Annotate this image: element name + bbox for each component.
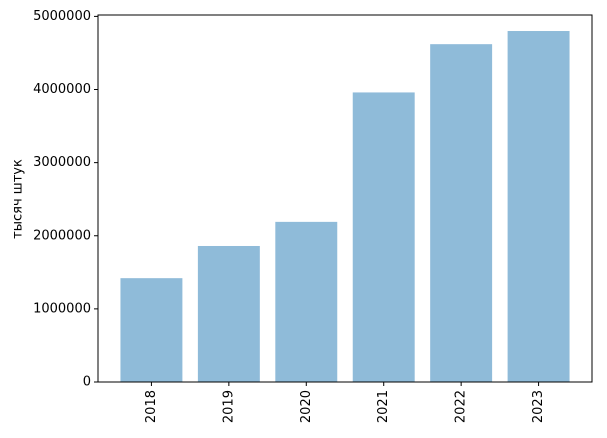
- plot-frame: [97, 14, 593, 383]
- y-tick-label: 0: [83, 375, 91, 390]
- y-tick-label: 1000000: [33, 301, 91, 316]
- y-tick-label: 3000000: [33, 155, 91, 170]
- y-axis-label: тысяч штук: [11, 159, 26, 239]
- x-tick-label: 2021: [376, 390, 391, 423]
- x-tick-label: 2020: [299, 390, 314, 423]
- y-tick-label: 5000000: [33, 9, 91, 24]
- x-tick-label: 2022: [454, 390, 469, 423]
- x-tick-label: 2018: [144, 390, 159, 423]
- y-tick-label: 4000000: [33, 82, 91, 97]
- bar: [352, 92, 415, 382]
- y-tick-label: 2000000: [33, 228, 91, 243]
- x-tick-label: 2019: [221, 390, 236, 423]
- bar: [197, 245, 260, 382]
- bar: [120, 278, 183, 382]
- bar: [507, 31, 570, 383]
- bar: [430, 44, 493, 383]
- x-tick-label: 2023: [531, 390, 546, 423]
- bar: [275, 221, 338, 382]
